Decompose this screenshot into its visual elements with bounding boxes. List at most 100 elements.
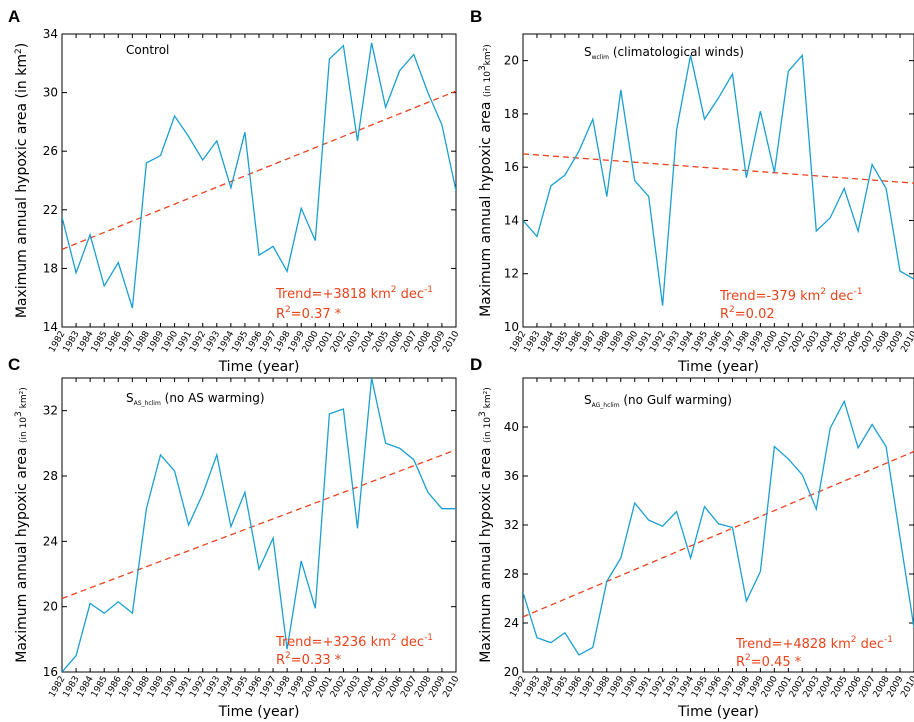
x-axis-label: Time (year) bbox=[218, 359, 300, 375]
y-axis-label-unit: (in 10 bbox=[483, 417, 493, 443]
trend-label-mid: dec bbox=[397, 287, 425, 302]
series-line bbox=[523, 399, 914, 656]
r2-label-sup: 2 bbox=[285, 651, 291, 661]
y-axis-label-main: Maximum annual hypoxic area bbox=[478, 443, 494, 663]
panel-title-main: S bbox=[126, 391, 134, 405]
y-tick-label: 28 bbox=[43, 469, 58, 483]
y-tick-label: 36 bbox=[504, 469, 519, 483]
y-tick-label: 14 bbox=[43, 320, 58, 334]
panel-letter: B bbox=[470, 7, 482, 26]
trend-label-sup: 2 bbox=[820, 287, 826, 297]
trend-label: Trend=-379 km2 dec-1 bbox=[719, 287, 863, 304]
panel-title: Control bbox=[126, 43, 169, 57]
y-tick-label: 30 bbox=[43, 86, 58, 100]
panel-title-subscript: AS_hclim bbox=[134, 400, 161, 407]
r2-label-main: R bbox=[736, 655, 745, 670]
r2-label-value: =0.37 * bbox=[291, 307, 342, 322]
trend-label-sup2: -1 bbox=[424, 285, 433, 295]
trend-label: Trend=+3818 km2 dec-1 bbox=[275, 285, 433, 302]
y-tick-label: 16 bbox=[43, 665, 58, 679]
panel-a: A141822263034198219831984198519861987198… bbox=[8, 7, 462, 375]
y-tick-label: 18 bbox=[504, 107, 519, 121]
r2-label: R2=0.45 * bbox=[736, 653, 802, 670]
trend-label-sup: 2 bbox=[391, 633, 397, 643]
r2-label-value: =0.02 bbox=[735, 307, 775, 322]
plot-frame bbox=[522, 33, 914, 328]
panel-title: Swclim (climatological winds) bbox=[584, 45, 744, 61]
x-axis-label: Time (year) bbox=[218, 704, 300, 720]
r2-label-main: R bbox=[276, 653, 285, 668]
y-axis-label-unit-end: km²) bbox=[483, 44, 493, 65]
r2-label-sup: 2 bbox=[745, 653, 751, 663]
panel-title-main: S bbox=[584, 45, 592, 59]
panel-letter: D bbox=[470, 355, 482, 374]
trend-line bbox=[523, 450, 914, 618]
r2-label: R2=0.02 bbox=[720, 305, 775, 322]
panel-b: B101214161820198219831984198519861987198… bbox=[470, 7, 914, 375]
x-axis-label: Time (year) bbox=[677, 359, 759, 375]
trend-label: Trend=+4828 km2 dec-1 bbox=[735, 635, 893, 652]
trend-line bbox=[523, 153, 914, 184]
trend-label-main: Trend=+4828 km bbox=[735, 637, 851, 652]
panel-title: SAS_hclim (no AS warming) bbox=[126, 391, 265, 407]
trend-label-mid: dec bbox=[397, 635, 425, 650]
y-axis-label-unit: (in 10 bbox=[19, 417, 29, 443]
y-tick-label: 14 bbox=[504, 213, 519, 227]
r2-label-sup: 2 bbox=[729, 305, 735, 315]
y-tick-label: 34 bbox=[43, 27, 58, 41]
trend-label-sup2: -1 bbox=[884, 635, 893, 645]
trend-line bbox=[62, 449, 456, 600]
panel-title-suffix: (no AS warming) bbox=[161, 391, 265, 405]
y-axis-label-main: Maximum annual hypoxic area bbox=[14, 98, 30, 318]
y-tick-label: 20 bbox=[43, 600, 58, 614]
y-axis-label-main: Maximum annual hypoxic area bbox=[14, 443, 30, 663]
trend-label-sup: 2 bbox=[851, 635, 857, 645]
y-axis-label-unit-sup: 2 bbox=[14, 48, 24, 54]
series-line bbox=[62, 42, 456, 309]
trend-label-main: Trend=+3236 km bbox=[275, 635, 391, 650]
y-axis-label-unit-sup: 3 bbox=[478, 411, 488, 417]
r2-label: R2=0.33 * bbox=[276, 651, 342, 668]
y-axis-label-unit-sup: 3 bbox=[14, 411, 24, 417]
panel-title-subscript: wclim bbox=[592, 54, 610, 61]
y-tick-label: 32 bbox=[504, 518, 519, 532]
y-axis-label-unit-end: km²) bbox=[483, 387, 493, 411]
panel-title-subscript: AG_hclim bbox=[592, 402, 620, 409]
panel-d: D202428323640198219831984198519861987198… bbox=[470, 355, 914, 720]
y-axis-label: Maximum annual hypoxic area (in km2) bbox=[14, 43, 30, 318]
y-axis-label: Maximum annual hypoxic area (in 103 km²) bbox=[478, 387, 494, 662]
y-tick-label: 28 bbox=[504, 567, 519, 581]
series-line bbox=[62, 378, 456, 672]
r2-label-value: =0.45 * bbox=[751, 655, 802, 670]
trend-label-sup2: -1 bbox=[854, 287, 863, 297]
y-tick-label: 16 bbox=[504, 160, 519, 174]
panel-title-suffix: (no Gulf warming) bbox=[620, 393, 732, 407]
panel-title-main: S bbox=[584, 393, 592, 407]
y-tick-label: 10 bbox=[504, 320, 519, 334]
y-tick-label: 12 bbox=[504, 267, 519, 281]
plot-frame bbox=[61, 377, 457, 673]
plot-frame bbox=[522, 377, 914, 673]
panel-title: SAG_hclim (no Gulf warming) bbox=[584, 393, 732, 409]
y-axis-label: Maximum annual hypoxic area (in 103km²) bbox=[478, 44, 494, 317]
panel-c: C162024283219821983198419851986198719881… bbox=[8, 355, 462, 720]
panel-title-main: Control bbox=[126, 43, 169, 57]
r2-label: R2=0.37 * bbox=[276, 305, 342, 322]
trend-label-mid: dec bbox=[857, 637, 885, 652]
y-axis-label-unit-sup: 3 bbox=[478, 65, 488, 71]
y-tick-label: 22 bbox=[43, 203, 58, 217]
panel-title-suffix: (climatological winds) bbox=[609, 45, 744, 59]
y-tick-label: 32 bbox=[43, 404, 58, 418]
y-tick-label: 24 bbox=[43, 534, 58, 548]
r2-label-main: R bbox=[276, 307, 285, 322]
y-axis-label-unit-end: ) bbox=[14, 43, 30, 48]
r2-label-sup: 2 bbox=[285, 305, 291, 315]
panel-letter: A bbox=[8, 7, 20, 26]
r2-label-main: R bbox=[720, 307, 729, 322]
trend-label-sup2: -1 bbox=[424, 633, 433, 643]
y-tick-label: 40 bbox=[504, 420, 519, 434]
y-axis-label-unit-end: km²) bbox=[19, 387, 29, 411]
y-axis-label-unit: (in 10 bbox=[483, 71, 493, 97]
trend-label-sup: 2 bbox=[391, 285, 397, 295]
